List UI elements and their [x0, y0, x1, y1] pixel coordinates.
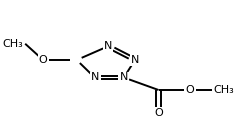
Text: O: O: [39, 55, 48, 65]
Text: N: N: [104, 41, 112, 51]
Text: O: O: [186, 85, 194, 95]
Text: CH₃: CH₃: [213, 85, 234, 95]
Text: N: N: [120, 72, 128, 83]
Text: N: N: [90, 72, 99, 83]
Text: CH₃: CH₃: [2, 39, 23, 49]
Text: O: O: [154, 108, 163, 118]
Text: N: N: [131, 55, 139, 65]
